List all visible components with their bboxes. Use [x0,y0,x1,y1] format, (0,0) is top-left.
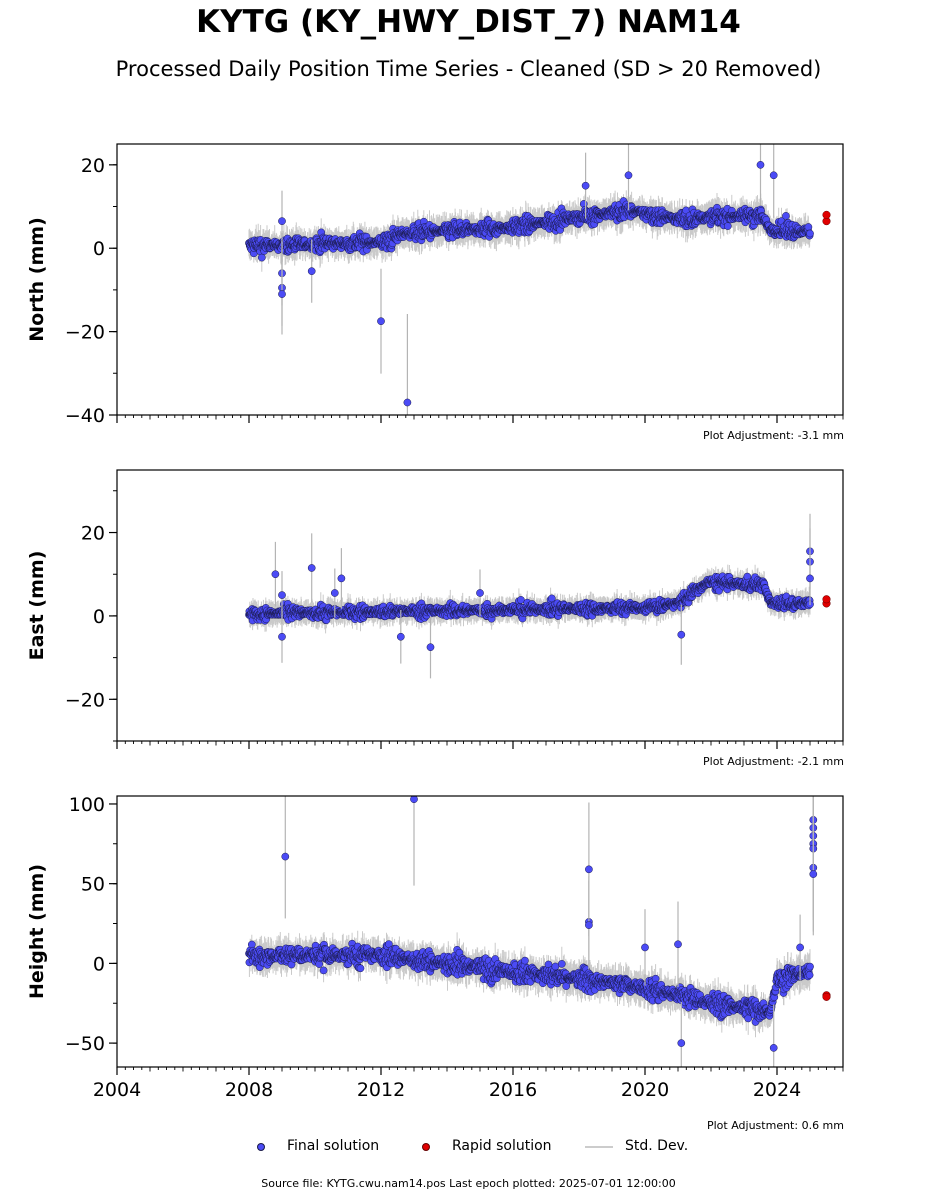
rapid-point [822,992,831,1001]
legend-final-marker [257,1143,265,1151]
east-data [245,513,831,679]
final-point-outlier [330,589,339,597]
final-point [723,222,732,230]
final-point-outlier [796,943,804,952]
north-plot-adjustment: Plot Adjustment: -3.1 mm [703,429,844,442]
final-point [806,229,814,238]
y-tick-label: −40 [65,405,105,427]
source-footer: Source file: KYTG.cwu.nam14.pos Last epo… [261,1177,676,1190]
height-y-axis-label: Height (mm) [26,864,48,999]
y-tick-label: −20 [65,322,105,344]
east-panel: −20 0 20 East (mm) [26,469,844,749]
north-frame [116,143,844,416]
x-tick-label: 2016 [489,1079,537,1101]
final-point [547,594,556,603]
y-tick-label: 20 [81,523,105,545]
final-point-outlier [278,591,286,599]
final-point [521,956,529,965]
y-tick-label: 0 [93,606,105,628]
east-x-minor-ticks [116,741,844,746]
y-tick-label: −20 [65,689,105,711]
rapid-point [822,210,831,219]
north-x-minor-ticks [116,415,844,420]
final-point-outlier [769,1044,778,1052]
final-point [319,966,328,975]
y-tick-label: 50 [81,874,105,896]
y-tick-label: 100 [69,794,105,816]
final-point-outlier [806,574,814,583]
x-tick-label: 2024 [753,1079,801,1101]
final-point-outlier [307,267,316,276]
height-data [245,796,831,1067]
x-tick-label: 2004 [93,1079,141,1101]
final-point [557,960,566,968]
final-point-outlier [674,940,682,949]
y-tick-label: 0 [93,238,105,260]
final-point [805,971,814,979]
final-point-outlier [641,943,649,952]
final-point-outlier [377,317,385,326]
north-data [245,144,831,415]
final-point-outlier [585,865,593,874]
x-tick-label: 2008 [225,1079,273,1101]
north-panel: −40 −20 0 20 North (mm) [26,143,844,427]
final-point-outlier [809,870,818,878]
chart-subtitle: Processed Daily Position Time Series - C… [115,57,822,81]
final-point-outlier [278,217,286,225]
final-point-outlier [677,630,686,639]
final-point-outlier [410,796,418,804]
legend-rapid-label: Rapid solution [452,1138,552,1154]
final-point-outlier [281,852,290,861]
y-tick-label: −50 [65,1033,105,1055]
legend-std-line [585,1146,613,1148]
height-panel: 2004 2008 2012 2016 2020 2024 −50 0 50 100 Height … [26,794,844,1101]
final-point [551,962,560,971]
chart-title: KYTG (KY_HWY_DIST_7) NAM14 [196,4,741,40]
final-point-outlier [581,181,590,190]
final-point-outlier [396,632,405,641]
y-tick-label: 0 [93,953,105,975]
final-point [356,964,365,973]
legend-final-label: Final solution [287,1138,380,1154]
legend-std-label: Std. Dev. [625,1138,689,1154]
final-point [517,596,525,604]
final-point-outlier [426,643,435,652]
y-tick-label: 20 [81,155,105,177]
final-point-outlier [271,570,280,579]
final-point-outlier [403,398,412,407]
final-point-outlier [278,632,286,641]
final-point-outlier [769,171,778,180]
east-y-axis-label: East (mm) [26,551,48,661]
final-point [257,253,266,262]
height-frame [116,795,844,1068]
final-point [782,212,790,220]
east-plot-adjustment: Plot Adjustment: -2.1 mm [703,755,844,768]
final-point-outlier [624,171,633,180]
x-tick-label: 2012 [357,1079,405,1101]
rapid-point [822,595,831,604]
height-x-minor-ticks [116,1067,844,1072]
legend-rapid-marker [422,1143,430,1151]
x-tick-label: 2020 [621,1079,669,1101]
final-point-outlier [585,921,593,929]
final-point [247,940,256,949]
final-point [806,962,814,971]
final-point-outlier [476,589,484,597]
final-point-outlier [756,160,765,169]
final-point-outlier [677,1039,686,1047]
final-point-outlier [307,564,316,572]
height-plot-adjustment: Plot Adjustment: 0.6 mm [706,1119,844,1132]
final-point-outlier [278,290,286,298]
north-y-axis-label: North (mm) [26,217,48,342]
final-point [804,223,813,231]
final-point-outlier [337,574,346,583]
